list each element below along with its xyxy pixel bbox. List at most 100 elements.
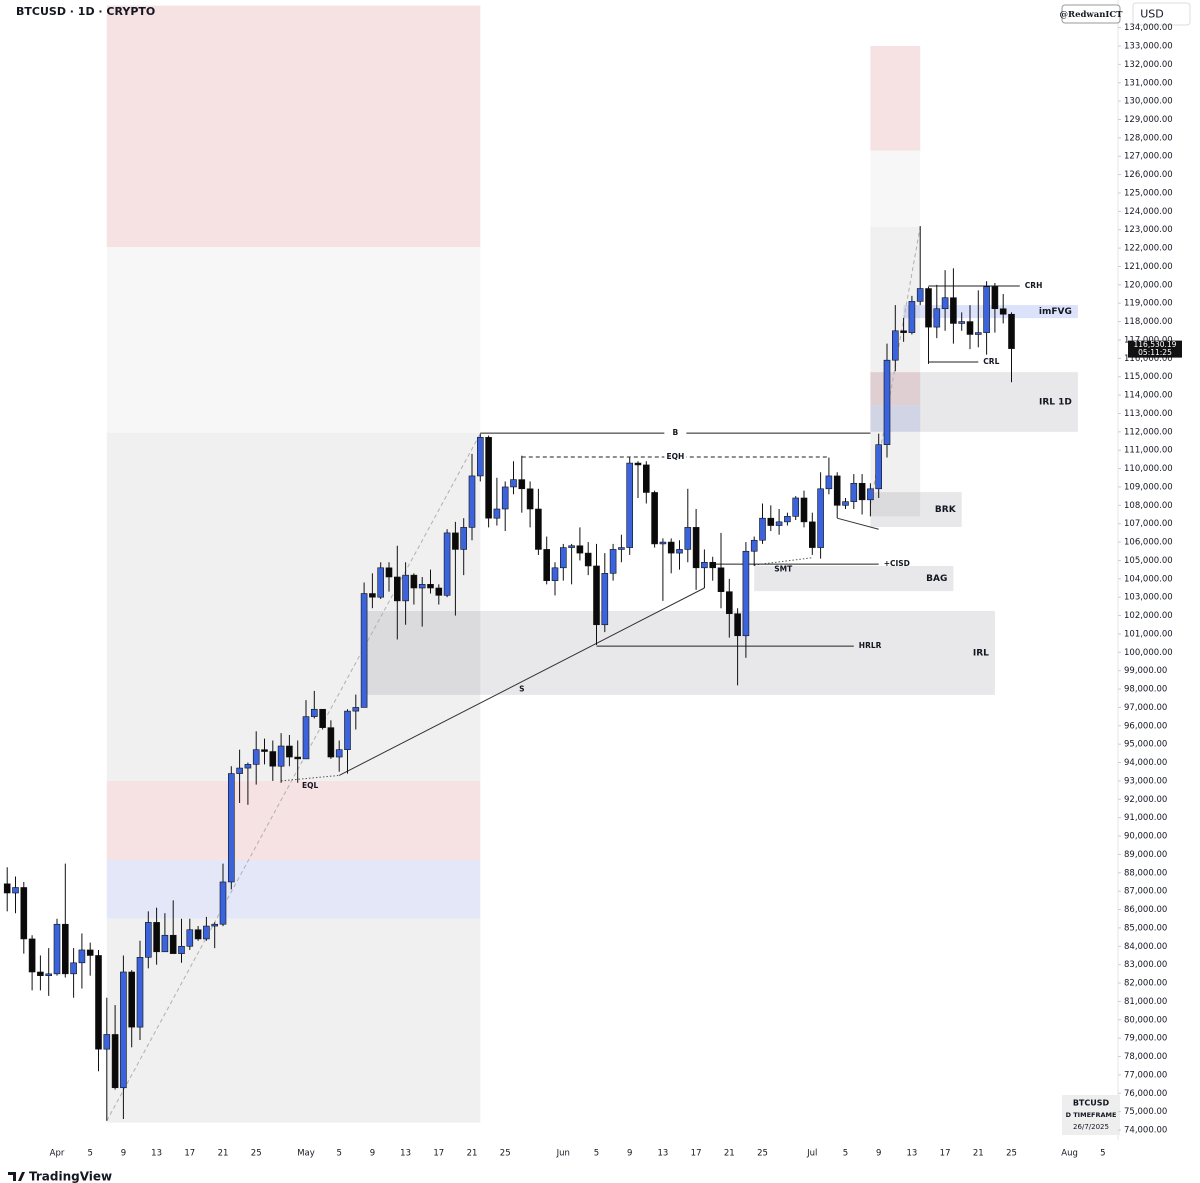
zone (106, 432, 481, 781)
candle (667, 538, 675, 574)
candle (136, 940, 144, 1040)
y-tick-label: 131,000.00 (1124, 78, 1173, 88)
candle (161, 913, 169, 953)
candle-body (476, 437, 484, 477)
candle-body (294, 756, 302, 760)
y-tick-label: 95,000.00 (1124, 740, 1167, 750)
trendline-label: SMT (774, 564, 793, 573)
zone (870, 150, 921, 227)
candle (966, 305, 974, 350)
y-tick-label: 123,000.00 (1124, 225, 1173, 235)
candle-body (568, 545, 575, 548)
candle-body (717, 567, 725, 592)
candle (70, 948, 77, 998)
candle-body (78, 949, 86, 964)
candle (676, 540, 683, 570)
candle-body (701, 561, 708, 569)
candle (460, 518, 468, 576)
candle-body (310, 708, 318, 717)
candle (128, 970, 135, 1048)
x-tick-label: 17 (433, 1149, 444, 1159)
candle-body (219, 881, 227, 925)
candle-body (958, 321, 966, 324)
candle (335, 740, 343, 772)
y-tick-label: 134,000.00 (1124, 23, 1173, 33)
candle (684, 488, 692, 563)
candle-body (20, 887, 28, 940)
range-label-bg (664, 428, 687, 439)
candle (908, 295, 916, 335)
candle (418, 576, 426, 627)
currency[interactable]: USD (1140, 8, 1164, 21)
candle-body (103, 1034, 111, 1050)
y-tick-label: 74,000.00 (1124, 1126, 1167, 1136)
candle-body (684, 527, 692, 550)
candle-body (559, 547, 567, 569)
candle (203, 916, 210, 941)
candle (435, 584, 443, 605)
zone-label: IRL 1D (1039, 397, 1072, 407)
candle (734, 608, 741, 686)
candle (427, 569, 434, 594)
candle-body (576, 545, 584, 554)
zone (364, 610, 995, 695)
x-tick-label: 17 (940, 1149, 951, 1159)
candle-body (393, 576, 401, 602)
candle-body (626, 462, 634, 548)
candle-body (460, 527, 468, 550)
candle (991, 283, 999, 333)
y-tick-label: 85,000.00 (1124, 923, 1167, 933)
candle (800, 490, 808, 528)
candle (559, 543, 567, 581)
level-label: HRLR (859, 641, 882, 650)
x-tick-label: 5 (87, 1149, 92, 1159)
candle-body (925, 288, 932, 328)
y-tick-label: 120,000.00 (1124, 280, 1173, 290)
y-tick-label: 115,000.00 (1124, 372, 1173, 382)
candle-body (651, 492, 658, 545)
candle (145, 911, 152, 969)
info-box (1062, 1095, 1120, 1135)
candle (493, 477, 501, 526)
trendline (281, 774, 340, 782)
currency-button[interactable] (1132, 2, 1191, 26)
candle-body (203, 925, 210, 940)
candle-body (86, 949, 94, 956)
y-tick-label: 102,000.00 (1124, 611, 1173, 621)
y-tick-label: 117,000.00 (1124, 335, 1173, 345)
candle (958, 312, 966, 331)
candle (402, 562, 409, 625)
candle (410, 573, 418, 605)
y-tick-label: 78,000.00 (1124, 1052, 1167, 1062)
y-tick-label: 109,000.00 (1124, 482, 1173, 492)
candle (584, 542, 592, 576)
candle-body (634, 462, 642, 466)
y-tick-label: 112,000.00 (1124, 427, 1173, 437)
y-tick-label: 79,000.00 (1124, 1034, 1167, 1044)
candle-body (759, 517, 766, 541)
candle-body (153, 922, 160, 953)
candle-body (385, 567, 393, 578)
range-label-bg (664, 452, 687, 463)
candle-body (286, 745, 293, 758)
x-tick-label: 5 (843, 1149, 848, 1159)
candle-body (1008, 313, 1015, 349)
candle (452, 521, 459, 616)
candle (178, 918, 185, 963)
candle-body (642, 464, 650, 493)
candle-body (667, 541, 675, 554)
plot-area: IRL BAG BRK IRL 1D imFVG S EQL SMT HRLR +CISD CRH C… (3, 5, 1078, 1123)
candle (883, 343, 891, 458)
y-tick-label: 93,000.00 (1124, 776, 1167, 786)
candle-body (319, 708, 326, 728)
candle-body (618, 547, 625, 550)
candle (867, 483, 874, 517)
candle (95, 949, 102, 1072)
candle (236, 749, 243, 803)
zone (870, 492, 962, 528)
y-tick-label: 116,000.00 (1124, 354, 1173, 364)
zone-label: imFVG (1039, 307, 1072, 317)
y-tick-label: 88,000.00 (1124, 868, 1167, 878)
candle-body (974, 332, 982, 335)
candle (169, 900, 177, 954)
